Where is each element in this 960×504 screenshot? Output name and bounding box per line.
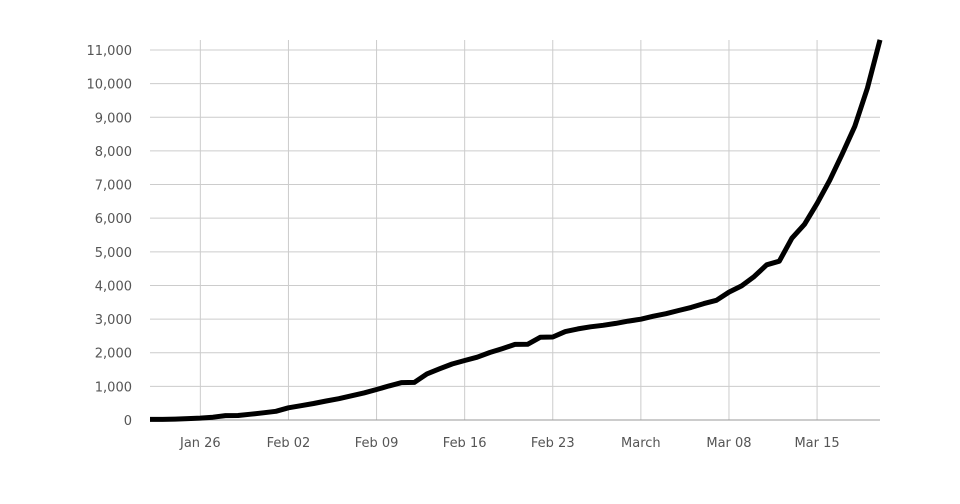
y-tick-label: 1,000 — [95, 380, 132, 395]
x-tick-label: Feb 02 — [267, 436, 311, 451]
x-tick-label: Feb 09 — [355, 436, 399, 451]
y-tick-label: 0 — [124, 414, 132, 429]
x-tick-label: Jan 26 — [179, 436, 221, 451]
x-tick-label: Mar 08 — [706, 436, 751, 451]
series-group — [150, 40, 880, 420]
x-tick-label: March — [621, 436, 661, 451]
y-tick-label: 6,000 — [95, 212, 132, 227]
y-tick-label: 2,000 — [95, 347, 132, 362]
gridlines — [150, 40, 880, 420]
y-tick-label: 5,000 — [95, 246, 132, 261]
y-tick-label: 3,000 — [95, 313, 132, 328]
x-tick-label: Mar 15 — [794, 436, 839, 451]
y-axis: 0 1,000 2,000 3,000 4,000 5,000 6,000 7,000 8,00… — [87, 44, 133, 429]
y-tick-label: 8,000 — [95, 145, 132, 160]
x-axis: Jan 26 Feb 02 Feb 09 Feb 16 Feb 23 March Mar 0… — [150, 420, 880, 451]
x-tick-label: Feb 16 — [443, 436, 487, 451]
y-tick-label: 11,000 — [87, 44, 133, 59]
y-tick-label: 7,000 — [95, 179, 132, 194]
x-tick-label: Feb 23 — [531, 436, 575, 451]
series-line — [150, 40, 880, 420]
y-tick-label: 10,000 — [87, 78, 133, 93]
y-tick-label: 9,000 — [95, 111, 132, 126]
y-tick-label: 4,000 — [95, 279, 132, 294]
